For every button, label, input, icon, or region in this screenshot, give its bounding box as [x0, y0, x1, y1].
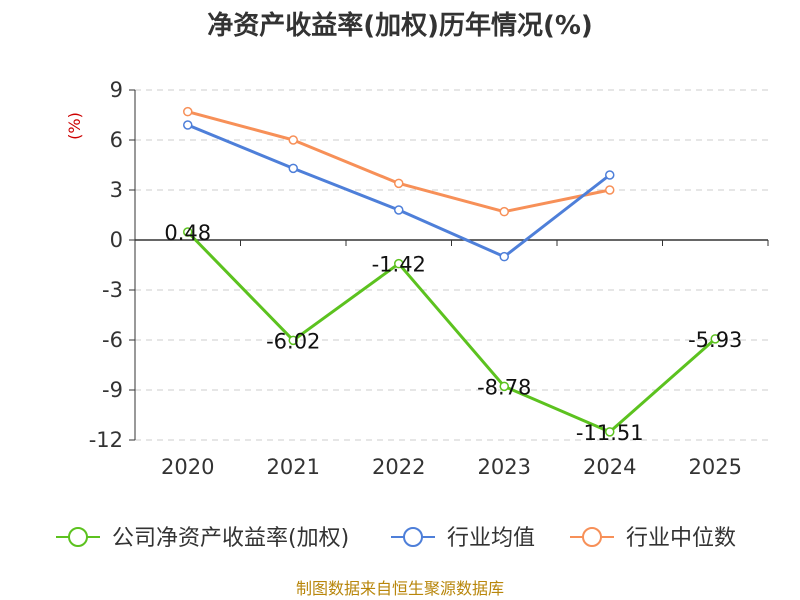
- data-point[interactable]: [394, 258, 404, 269]
- legend-item[interactable]: 行业中位数: [570, 526, 736, 551]
- series-1: [183, 120, 615, 262]
- legend-item[interactable]: 行业均值: [391, 526, 535, 551]
- series-line: [187, 110, 611, 214]
- y-tick-label: -12: [89, 428, 123, 452]
- y-axis-unit-label: (%): [65, 112, 84, 140]
- y-tick-label: 0: [110, 228, 123, 252]
- data-point[interactable]: [288, 335, 298, 346]
- series-0: 0.48 -6.02 -1.42 -8.78 -11.51 -5.93: [164, 221, 742, 445]
- legend-item[interactable]: 公司净资产收益率(加权): [56, 526, 349, 551]
- x-tick-label: 2023: [478, 455, 531, 479]
- axes: 9 6 3 0 -3 -6 -9 -12 2020 2021 2022 2023 2024 2025: [89, 78, 769, 479]
- data-label: -8.78: [477, 375, 531, 399]
- legend[interactable]: 公司净资产收益率(加权) 行业均值 行业中位数: [56, 526, 736, 551]
- data-point[interactable]: [499, 381, 509, 392]
- data-label: -1.42: [372, 253, 426, 277]
- legend-label: 公司净资产收益率(加权): [112, 526, 349, 551]
- y-tick-label: -3: [102, 278, 123, 302]
- legend-swatch-marker: [403, 527, 423, 547]
- chart-title: 净资产收益率(加权)历年情况(%): [207, 10, 593, 41]
- x-tick-label: 2021: [267, 455, 320, 479]
- x-tick-label: 2024: [583, 455, 636, 479]
- source-note: 制图数据来自恒生聚源数据库: [296, 579, 504, 598]
- data-label: -11.51: [576, 421, 644, 445]
- series-line: [187, 123, 611, 259]
- data-point[interactable]: [394, 178, 404, 189]
- data-point[interactable]: [183, 120, 193, 130]
- data-point[interactable]: [499, 251, 509, 262]
- legend-label: 行业均值: [447, 526, 535, 551]
- x-tick-label: 2025: [689, 455, 742, 479]
- legend-label: 行业中位数: [626, 526, 736, 551]
- y-tick-label: -9: [102, 378, 123, 402]
- data-point[interactable]: [394, 205, 404, 215]
- data-point[interactable]: [288, 135, 298, 145]
- series-2: [183, 106, 615, 217]
- y-tick-label: 9: [110, 78, 123, 102]
- data-point[interactable]: [183, 106, 193, 117]
- series-line: [186, 230, 717, 434]
- data-point[interactable]: [499, 206, 509, 217]
- y-tick-label: 6: [110, 128, 123, 152]
- y-tick-label: 3: [110, 178, 123, 202]
- data-point[interactable]: [710, 334, 720, 344]
- series-layer: 0.48 -6.02 -1.42 -8.78 -11.51 -5.93: [164, 106, 742, 445]
- y-tick-label: -6: [102, 328, 123, 352]
- legend-swatch-marker: [68, 527, 88, 547]
- data-point[interactable]: [605, 170, 615, 180]
- legend-swatch-marker: [582, 527, 602, 547]
- x-tick-label: 2022: [372, 455, 425, 479]
- data-label: -6.02: [266, 329, 320, 353]
- x-tick-label: 2020: [161, 455, 214, 479]
- data-point[interactable]: [183, 227, 193, 237]
- data-label: 0.48: [164, 221, 211, 245]
- data-point[interactable]: [605, 427, 615, 437]
- data-label: -5.93: [688, 328, 742, 352]
- data-point[interactable]: [605, 185, 615, 195]
- data-point[interactable]: [288, 163, 298, 174]
